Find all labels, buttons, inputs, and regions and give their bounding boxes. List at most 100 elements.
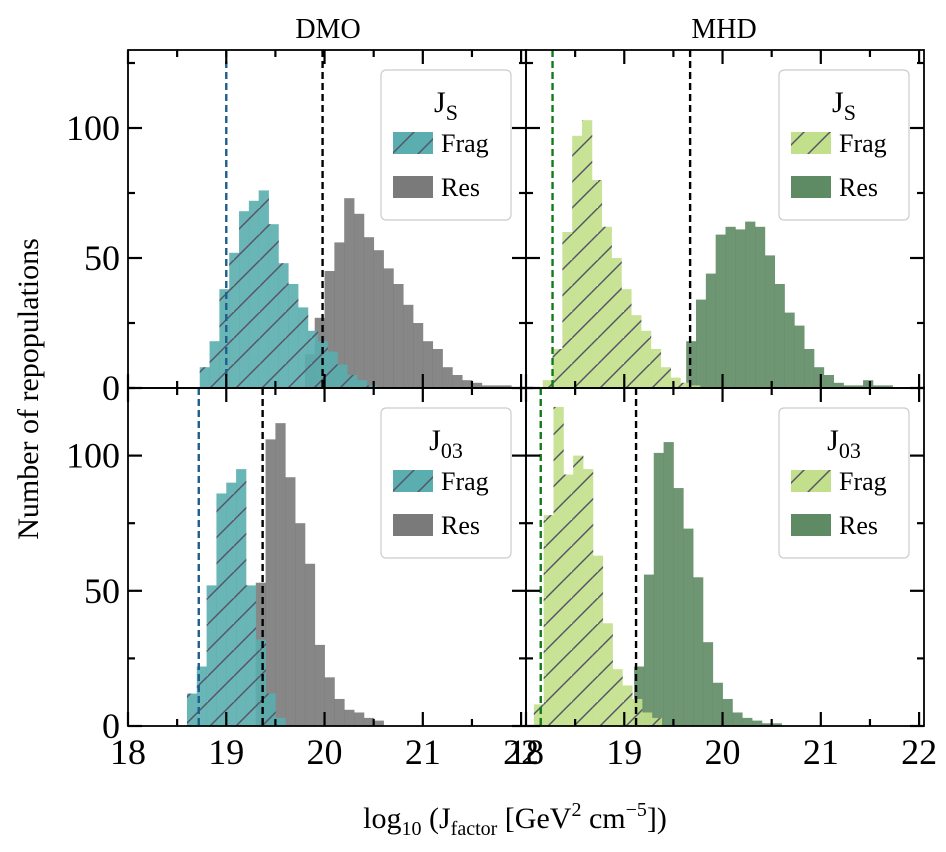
frag-bar-hatch <box>611 258 622 388</box>
legend-label-frag: Frag <box>441 467 489 496</box>
frag-bar-hatch <box>236 469 247 726</box>
res-bar <box>265 439 276 726</box>
x-axis-title-factor-sub: factor <box>451 818 498 840</box>
frag-bar-hatch <box>651 717 663 726</box>
x-axis-title-unit-b-sup: −5 <box>626 799 647 821</box>
frag-bar-hatch <box>347 375 358 388</box>
frag-bar-hatch <box>533 704 545 726</box>
res-bar <box>863 380 874 388</box>
y-tick-label: 0 <box>102 706 120 746</box>
res-bar <box>304 563 316 726</box>
res-bar <box>285 477 296 726</box>
plot-area <box>199 50 512 388</box>
panel-4: 18 19 20 21 22 J03 Frag Res <box>508 386 937 772</box>
res-bar <box>373 720 384 726</box>
res-bar <box>722 698 733 726</box>
frag-bar-hatch <box>268 224 279 388</box>
legend-swatch-res <box>393 514 433 536</box>
legend-label-frag: Frag <box>839 467 887 496</box>
frag-bar-hatch <box>572 135 583 388</box>
res-bar <box>843 385 854 388</box>
res-bar <box>742 717 753 726</box>
frag-bar-hatch <box>690 385 701 388</box>
res-bar <box>452 375 463 388</box>
res-bar <box>745 221 756 388</box>
frag-bar-hatch <box>640 330 652 388</box>
column-title-mhd: MHD <box>691 14 756 45</box>
res-bar <box>275 423 286 726</box>
res-bar <box>752 720 763 726</box>
res-bar <box>715 234 726 388</box>
res-bar <box>705 273 717 388</box>
res-bar <box>393 284 404 388</box>
res-bar <box>853 385 864 388</box>
x-tick-label: 22 <box>503 732 539 772</box>
res-bar <box>354 213 365 388</box>
frag-bar-hatch <box>573 455 584 726</box>
frag-bar-hatch <box>622 685 633 726</box>
res-bar <box>813 367 825 388</box>
frag-bar-hatch <box>552 349 563 388</box>
res-bar <box>314 644 325 726</box>
frag-bar-hatch <box>641 712 653 726</box>
res-bar <box>491 385 502 388</box>
frag-bar-hatch <box>612 669 623 726</box>
res-bar <box>403 304 414 388</box>
res-bar <box>432 349 443 388</box>
frag-bar-hatch <box>307 330 319 388</box>
res-bar <box>643 574 655 726</box>
legend-swatch-res <box>791 514 831 536</box>
frag-bar-hatch <box>219 289 230 388</box>
legend: JS Frag Res <box>380 69 512 221</box>
x-axis-title-unit-a: [GeV <box>497 802 571 835</box>
res-bar <box>771 723 782 726</box>
frag-bar-hatch <box>229 252 240 388</box>
res-bar <box>754 226 766 388</box>
legend-label-res: Res <box>839 511 878 540</box>
x-axis-title: log10 (Jfactor [GeV2 cm−5]) <box>363 799 667 840</box>
res-bar <box>693 577 704 726</box>
frag-bar-hatch <box>206 585 217 726</box>
frag-bar-hatch <box>356 380 368 388</box>
res-bar <box>823 375 834 388</box>
panel-1: 0 50 100 JS Frag Res <box>66 49 527 408</box>
res-bar <box>344 198 355 388</box>
frag-bar-hatch <box>670 377 681 388</box>
legend-swatch-res <box>791 176 831 198</box>
plot-area <box>533 388 782 726</box>
frag-bar-hatch <box>680 382 691 388</box>
frag-bar-hatch <box>186 693 198 726</box>
frag-bar-hatch <box>278 263 289 388</box>
legend-label-res: Res <box>441 173 480 202</box>
res-bar <box>794 325 805 388</box>
legend-title: JS <box>434 86 458 125</box>
legend-swatch-frag-hatch <box>393 132 433 154</box>
legend-label-frag: Frag <box>839 129 887 158</box>
res-bar <box>735 229 746 388</box>
res-bar <box>363 717 375 726</box>
x-axis-title-log-sub: 10 <box>401 818 421 840</box>
frag-bar-hatch <box>543 515 554 726</box>
x-tick-label: 21 <box>405 732 441 772</box>
res-bar <box>363 237 375 388</box>
frag-bar-hatch <box>275 717 286 726</box>
res-bar <box>412 323 424 388</box>
res-bar <box>324 271 335 388</box>
legend-label-res: Res <box>839 173 878 202</box>
res-bar <box>383 268 394 388</box>
legend: JS Frag Res <box>778 69 910 221</box>
res-bar <box>696 299 707 388</box>
res-bar <box>882 385 893 388</box>
res-bar <box>761 723 773 726</box>
frag-bar-hatch <box>542 380 553 388</box>
x-tick-label: 18 <box>110 732 146 772</box>
res-bar <box>833 382 844 388</box>
frag-bar-hatch <box>258 190 269 388</box>
x-axis-title-open: (J <box>421 802 450 835</box>
x-axis-title-close: ]) <box>647 802 667 835</box>
res-bar <box>373 250 384 388</box>
legend-title: J03 <box>429 424 463 463</box>
column-title-dmo: DMO <box>295 14 360 45</box>
frag-bar-hatch <box>553 406 564 726</box>
